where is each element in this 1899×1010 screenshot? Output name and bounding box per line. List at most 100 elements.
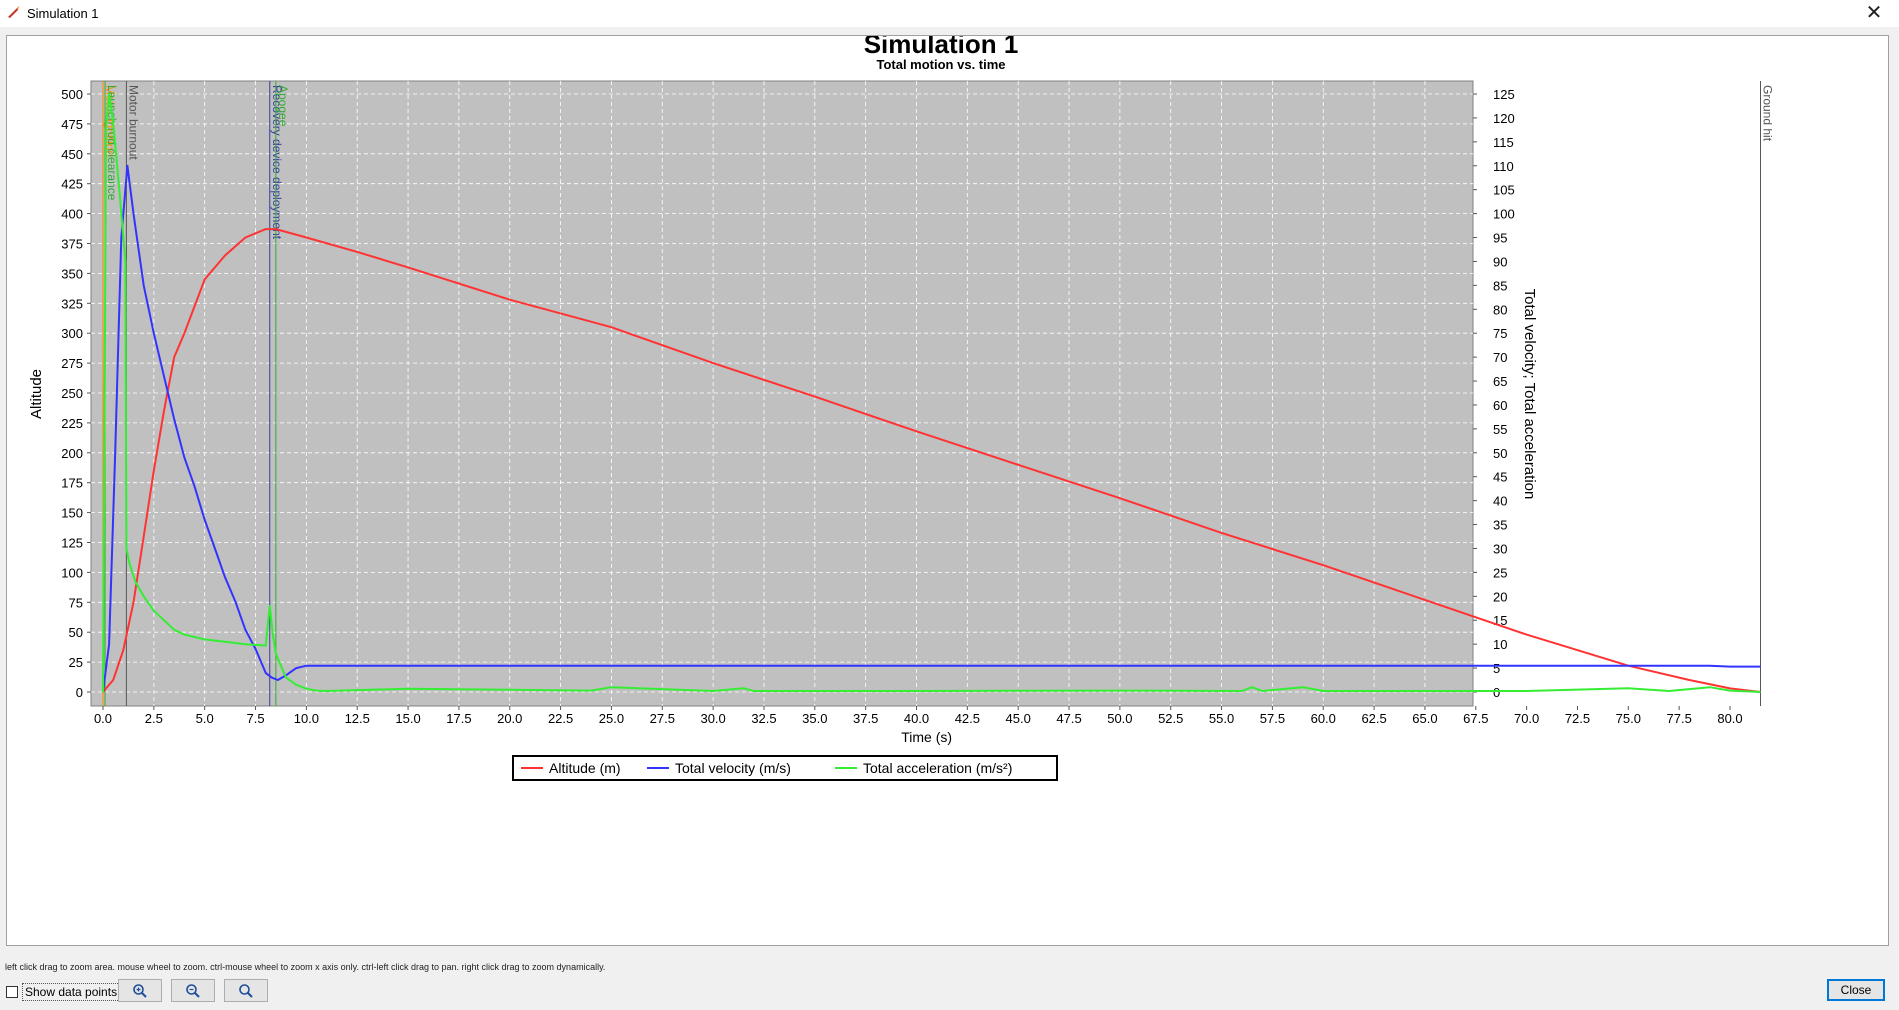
x-tick-label: 65.0: [1412, 711, 1437, 726]
x-tick-label: 40.0: [904, 711, 929, 726]
y-right-tick-label: 40: [1493, 494, 1507, 509]
x-tick-label: 45.0: [1006, 711, 1031, 726]
y-right-axis-label: Total velocity; Total acceleration: [1521, 289, 1538, 500]
y-left-tick-label: 50: [69, 625, 83, 640]
y-right-tick-label: 75: [1493, 326, 1507, 341]
legend-label: Total velocity (m/s): [675, 760, 791, 776]
y-left-tick-label: 475: [61, 117, 83, 132]
x-tick-label: 77.5: [1667, 711, 1692, 726]
x-tick-label: 42.5: [955, 711, 980, 726]
y-right-tick-label: 65: [1493, 374, 1507, 389]
y-right-tick-label: 85: [1493, 278, 1507, 293]
legend-label: Total acceleration (m/s²): [863, 760, 1012, 776]
x-tick-label: 72.5: [1565, 711, 1590, 726]
y-left-tick-label: 150: [61, 506, 83, 521]
y-left-tick-label: 25: [69, 655, 83, 670]
chart-panel[interactable]: Simulation 1 Total motion vs. time 0.0 2.5 5…: [6, 29, 1889, 946]
x-tick-label: 0.0: [94, 711, 112, 726]
series-line-0: [102, 228, 1761, 693]
y-right-tick-label: 95: [1493, 231, 1507, 246]
x-axis-label: Time (s): [901, 729, 952, 745]
x-tick-label: 35.0: [802, 711, 827, 726]
x-tick-label: 55.0: [1209, 711, 1234, 726]
zoom-fit-icon: [239, 983, 253, 998]
y-left-axis-label: Altitude: [28, 369, 45, 419]
window-title: Simulation 1: [27, 6, 99, 21]
y-left-tick-label: 425: [61, 177, 83, 192]
y-left-tick-label: 325: [61, 296, 83, 311]
y-right-tick-label: 115: [1493, 135, 1514, 150]
y-right-tick-label: 30: [1493, 541, 1507, 556]
x-tick-label: 22.5: [548, 711, 573, 726]
x-tick-label: 12.5: [345, 711, 370, 726]
window-close-icon[interactable]: ✕: [1865, 2, 1883, 24]
event-label: Ground hit: [1761, 85, 1775, 142]
y-left-tick-label: 200: [61, 446, 83, 461]
zoom-out-icon: [186, 983, 200, 998]
event-label: Apogee: [276, 85, 290, 127]
y-left-tick-label: 450: [61, 147, 83, 162]
x-tick-label: 60.0: [1311, 711, 1336, 726]
x-tick-label: 67.5: [1463, 711, 1488, 726]
y-right-tick-label: 125: [1493, 87, 1515, 102]
x-tick-label: 62.5: [1361, 711, 1386, 726]
y-left-tick-label: 125: [61, 536, 83, 551]
zoom-fit-button[interactable]: [224, 979, 268, 1002]
x-tick-label: 32.5: [751, 711, 776, 726]
x-tick-label: 75.0: [1616, 711, 1641, 726]
event-label: Recovery device deployment: [270, 85, 284, 240]
x-tick-label: 7.5: [246, 711, 264, 726]
y-left-tick-label: 250: [61, 386, 83, 401]
plot-area: [90, 80, 1474, 707]
x-tick-label: 80.0: [1717, 711, 1742, 726]
series-line-1: [102, 164, 1761, 693]
series-line-2: [102, 93, 1761, 693]
y-right-tick-label: 105: [1493, 183, 1515, 198]
y-right-tick-label: 0: [1493, 685, 1500, 700]
x-tick-label: 25.0: [599, 711, 624, 726]
y-right-tick-label: 10: [1493, 637, 1507, 652]
y-left-tick-label: 275: [61, 356, 83, 371]
y-right-tick-label: 5: [1493, 661, 1500, 676]
y-right-tick-label: 55: [1493, 422, 1507, 437]
y-right-tick-label: 45: [1493, 470, 1507, 485]
zoom-in-button[interactable]: [118, 979, 162, 1002]
y-right-tick-label: 110: [1493, 159, 1514, 174]
y-left-tick-label: 0: [76, 685, 83, 700]
x-tick-label: 27.5: [650, 711, 675, 726]
y-left-tick-label: 175: [61, 476, 83, 491]
x-tick-label: 10.0: [294, 711, 319, 726]
y-right-tick-label: 90: [1493, 254, 1507, 269]
y-right-tick-label: 100: [1493, 207, 1515, 222]
x-tick-label: 5.0: [196, 711, 214, 726]
x-tick-label: 30.0: [700, 711, 725, 726]
x-tick-label: 15.0: [395, 711, 420, 726]
x-tick-label: 20.0: [497, 711, 522, 726]
close-button[interactable]: Close: [1827, 979, 1885, 1001]
event-label: Motor burnout: [126, 85, 140, 160]
y-left-tick-label: 350: [61, 266, 83, 281]
event-label: Launch rod clearance: [105, 85, 119, 201]
show-data-points-checkbox[interactable]: [6, 986, 18, 998]
title-bar: Simulation 1 ✕: [0, 0, 1899, 27]
x-tick-label: 47.5: [1056, 711, 1081, 726]
x-tick-label: 2.5: [145, 711, 163, 726]
chart-subtitle: Total motion vs. time: [876, 57, 1005, 72]
x-tick-label: 52.5: [1158, 711, 1183, 726]
x-tick-label: 37.5: [853, 711, 878, 726]
y-left-tick-label: 75: [69, 595, 83, 610]
zoom-out-button[interactable]: [171, 979, 215, 1002]
y-left-tick-label: 500: [61, 87, 83, 102]
legend-label: Altitude (m): [549, 760, 621, 776]
x-tick-label: 57.5: [1260, 711, 1285, 726]
chart-title: Simulation 1: [864, 36, 1019, 59]
show-data-points-toggle[interactable]: Show data points: [6, 981, 121, 1003]
y-right-tick-label: 120: [1493, 111, 1515, 126]
y-right-tick-label: 60: [1493, 398, 1507, 413]
usage-hint: left click drag to zoom area. mouse whee…: [5, 962, 606, 972]
y-left-tick-label: 375: [61, 237, 83, 252]
show-data-points-label: Show data points: [22, 983, 121, 1001]
y-left-tick-label: 100: [61, 565, 83, 580]
legend-box: [512, 755, 1058, 781]
